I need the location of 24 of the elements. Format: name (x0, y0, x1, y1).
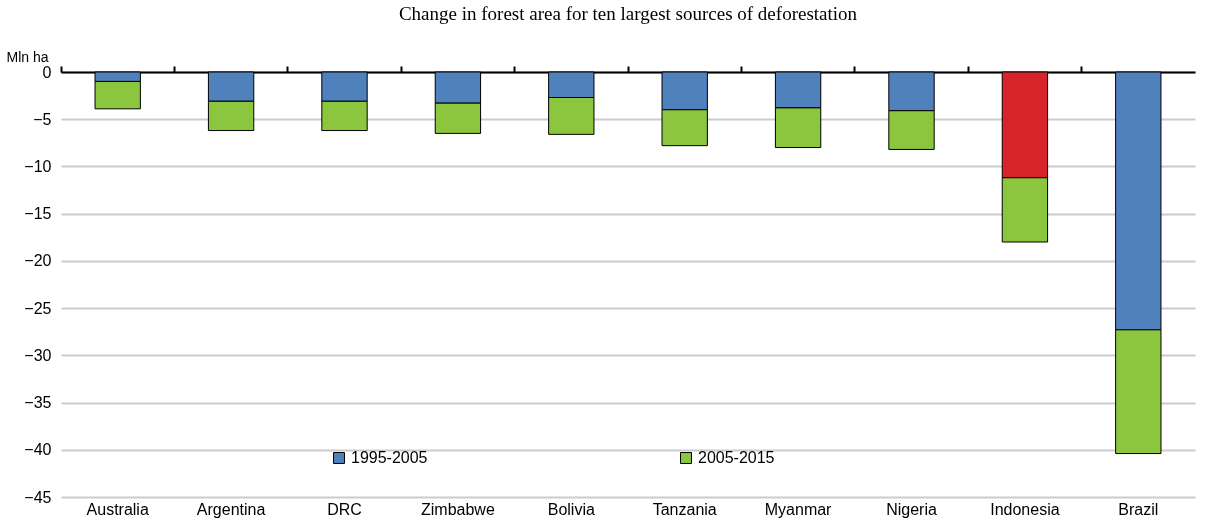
x-tick-label: Zimbabwe (420, 500, 495, 518)
y-tick-label: −10 (24, 157, 52, 175)
x-tick-label: Myanmar (764, 500, 833, 518)
y-tick-label: 0 (42, 63, 52, 81)
y-tick-label: −5 (33, 110, 52, 128)
x-tick-label: DRC (327, 500, 362, 518)
chart-title: Change in forest area for ten largest sources of deforestation (398, 3, 858, 24)
y-tick-label: −30 (24, 346, 52, 364)
legend-label: 2005-2015 (698, 449, 775, 466)
y-tick-label: −20 (24, 252, 52, 270)
y-tick-label: −45 (24, 488, 52, 506)
x-tick-label: Tanzania (652, 500, 717, 518)
x-tick-label: Australia (86, 500, 149, 518)
y-tick-label: −35 (24, 394, 52, 412)
y-tick-label: −25 (24, 299, 52, 317)
y-tick-label: −15 (24, 205, 52, 223)
x-tick-label: Indonesia (990, 500, 1060, 518)
legend-label: 1995-2005 (351, 449, 428, 466)
x-tick-label: Brazil (1118, 500, 1159, 518)
y-tick-label: −40 (24, 441, 52, 459)
x-tick-label: Bolivia (547, 500, 595, 518)
x-tick-label: Argentina (196, 500, 266, 518)
y-axis-title: Mln ha (6, 48, 49, 65)
x-tick-label: Nigeria (886, 500, 937, 518)
